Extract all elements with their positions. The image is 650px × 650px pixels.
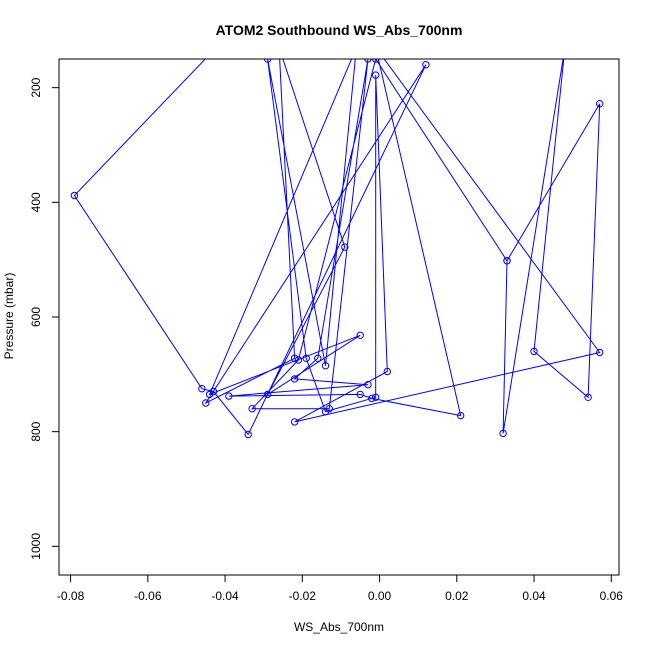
data-point (372, 59, 380, 63)
data-point (499, 429, 507, 438)
data-point (356, 331, 364, 339)
data-point (364, 59, 372, 63)
series-layer (73, 59, 601, 436)
x-tick-label: -0.02 (289, 589, 317, 603)
x-tick-label: 0.00 (368, 589, 392, 603)
series-line (73, 59, 601, 436)
data-point (290, 375, 299, 383)
data-point (263, 390, 272, 399)
y-tick-label: 600 (29, 307, 43, 327)
points-layer (70, 59, 604, 439)
data-point (290, 418, 299, 426)
data-point (457, 411, 465, 420)
x-tick-label: 0.04 (522, 589, 546, 603)
x-tick-label: -0.08 (57, 589, 85, 603)
data-point (368, 394, 376, 403)
x-tick-label: -0.06 (134, 589, 162, 603)
data-point (202, 399, 210, 407)
x-axis: -0.08 -0.06 -0.04 -0.02 0.00 0.02 0.04 0.06 (57, 574, 624, 603)
data-point (294, 356, 303, 364)
y-axis: 200 400 600 800 1000 (29, 77, 60, 560)
data-point (422, 60, 430, 69)
data-point (364, 381, 372, 389)
data-point (248, 405, 256, 413)
x-tick-label: -0.04 (211, 589, 239, 603)
data-point (325, 405, 333, 413)
data-point (503, 257, 511, 265)
y-tick-label: 400 (29, 192, 43, 212)
x-tick-label: 0.06 (600, 589, 624, 603)
data-point (372, 393, 380, 401)
data-point (584, 393, 592, 401)
data-point (596, 348, 604, 357)
data-point (225, 392, 233, 400)
data-point (244, 430, 252, 439)
data-point (356, 390, 364, 399)
data-point (341, 243, 349, 251)
data-point (596, 100, 604, 108)
data-point (205, 390, 214, 399)
y-tick-label: 200 (29, 77, 43, 97)
data-point (198, 385, 206, 393)
data-point (302, 354, 310, 362)
y-tick-label: 800 (29, 421, 43, 441)
data-point (314, 354, 322, 362)
data-point (372, 71, 380, 79)
data-point (321, 362, 330, 370)
data-point (530, 347, 538, 356)
y-tick-label: 1000 (29, 533, 43, 560)
data-point (70, 191, 79, 200)
x-axis-label: WS_Abs_700nm (294, 620, 384, 634)
chart-title: ATOM2 Southbound WS_Abs_700nm (216, 22, 463, 38)
data-point (290, 354, 299, 362)
x-tick-label: 0.02 (445, 589, 469, 603)
y-axis-label: Pressure (mbar) (2, 273, 16, 360)
data-point (263, 59, 272, 63)
data-point (383, 367, 391, 376)
